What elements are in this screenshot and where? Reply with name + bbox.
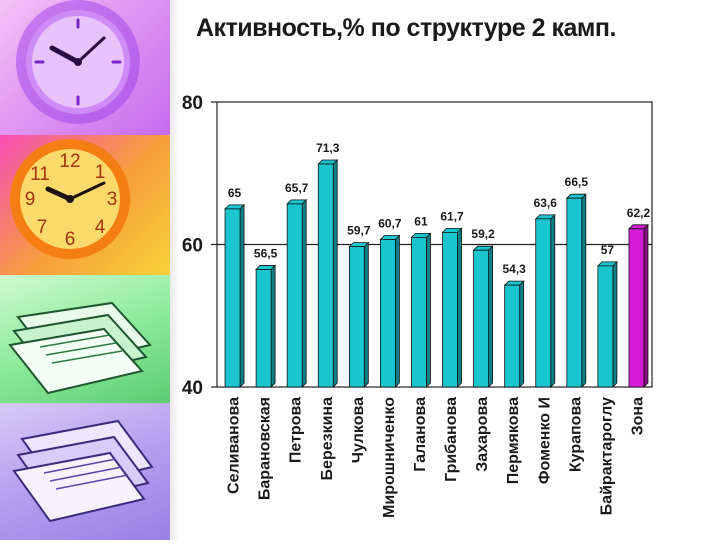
svg-text:6: 6: [65, 229, 76, 250]
bar-top: [410, 232, 432, 238]
clock-icon: [16, 0, 140, 124]
svg-text:12: 12: [59, 151, 80, 172]
bar: [628, 228, 645, 388]
bar-top: [565, 193, 587, 199]
x-tick-label: Чулкова: [350, 397, 367, 463]
bar-top: [441, 227, 463, 233]
y-tick-label: 40: [182, 378, 203, 399]
bar-side: [394, 234, 400, 388]
bar-top: [286, 199, 308, 205]
papers-green-image: [0, 275, 170, 403]
x-tick-label: Грибанова: [443, 397, 460, 482]
bar-top: [317, 159, 339, 165]
x-tick-label: Зона: [629, 397, 646, 435]
papers-stack-icon: [8, 301, 152, 395]
svg-text:7: 7: [37, 217, 48, 238]
clock-violet-image: [0, 0, 170, 135]
svg-text:11: 11: [30, 164, 50, 185]
bar-side: [612, 260, 618, 388]
bar-top: [379, 235, 401, 240]
bar-side: [426, 232, 431, 388]
documents-stack-icon: [12, 419, 154, 523]
bar: [286, 203, 303, 388]
data-label: 59,2: [471, 227, 495, 241]
bar-side: [457, 227, 462, 388]
bar: [504, 284, 521, 388]
x-tick-label: Фоменко И: [536, 397, 553, 484]
x-tick-label: Байрактароглу: [598, 397, 615, 515]
x-tick-label: Петрова: [288, 397, 305, 463]
vertical-divider: [170, 0, 180, 540]
bar-top: [534, 214, 556, 220]
x-tick-label: Курапова: [567, 397, 584, 472]
bar-side: [332, 159, 338, 388]
x-tick-label: Пермякова: [505, 397, 522, 484]
y-tick-label: 60: [182, 236, 203, 257]
decorative-image-strip: 12 1 3 4 6 7 9 11: [0, 0, 170, 540]
bar: [411, 236, 427, 388]
bar: [379, 239, 396, 388]
x-tick-label: Захарова: [474, 397, 491, 472]
bar-side: [363, 241, 369, 388]
bar-top: [596, 261, 618, 267]
x-tick-label: Барановская: [257, 397, 274, 500]
bar-top: [348, 242, 370, 248]
bar: [473, 249, 490, 388]
bar-top: [472, 245, 494, 251]
bar: [597, 265, 614, 388]
bar-top: [255, 265, 277, 270]
bar-top: [224, 204, 246, 210]
bar: [317, 163, 334, 388]
svg-text:4: 4: [95, 217, 106, 238]
bar-side: [301, 198, 307, 388]
papers-lavender-image: [0, 403, 170, 540]
data-label: 62,2: [627, 206, 651, 220]
data-label: 65,7: [285, 181, 309, 195]
bar: [348, 246, 365, 388]
alarm-clock-icon: 12 1 3 4 6 7 9 11: [10, 139, 130, 259]
data-label: 57: [601, 243, 615, 257]
svg-text:3: 3: [107, 189, 118, 210]
data-label: 66,5: [565, 175, 589, 189]
bar-top: [627, 224, 649, 230]
x-tick-label: Галанова: [412, 397, 429, 472]
bar-side: [488, 245, 494, 388]
bar: [535, 218, 552, 388]
bar-side: [239, 203, 245, 388]
bar-side: [550, 213, 556, 388]
bar: [566, 197, 583, 388]
data-label: 60,7: [378, 217, 402, 231]
clock-orange-image: 12 1 3 4 6 7 9 11: [0, 135, 170, 275]
bar-side: [270, 264, 276, 388]
data-label: 56,5: [254, 246, 278, 260]
data-label: 61,7: [440, 209, 464, 223]
bar: [255, 269, 272, 388]
y-tick-label: 80: [182, 93, 203, 114]
data-label: 59,7: [347, 224, 371, 238]
slide-title: Активность,% по структуре 2 камп.: [196, 14, 616, 42]
data-label: 65: [228, 186, 242, 200]
bar: [224, 208, 241, 388]
bar-side: [581, 193, 587, 388]
data-label: 71,3: [316, 141, 340, 155]
x-tick-label: Селиванова: [226, 397, 243, 494]
bar-top: [503, 280, 525, 286]
x-tick-label: Березкина: [319, 397, 336, 481]
svg-text:9: 9: [25, 189, 36, 210]
bar-side: [643, 223, 649, 388]
svg-text:1: 1: [95, 162, 106, 183]
bar: [442, 231, 458, 388]
data-label: 61: [414, 214, 428, 228]
data-label: 63,6: [534, 196, 558, 210]
x-tick-label: Мирошниченко: [381, 397, 398, 518]
data-label: 54,3: [502, 262, 526, 276]
bar-side: [519, 280, 525, 388]
